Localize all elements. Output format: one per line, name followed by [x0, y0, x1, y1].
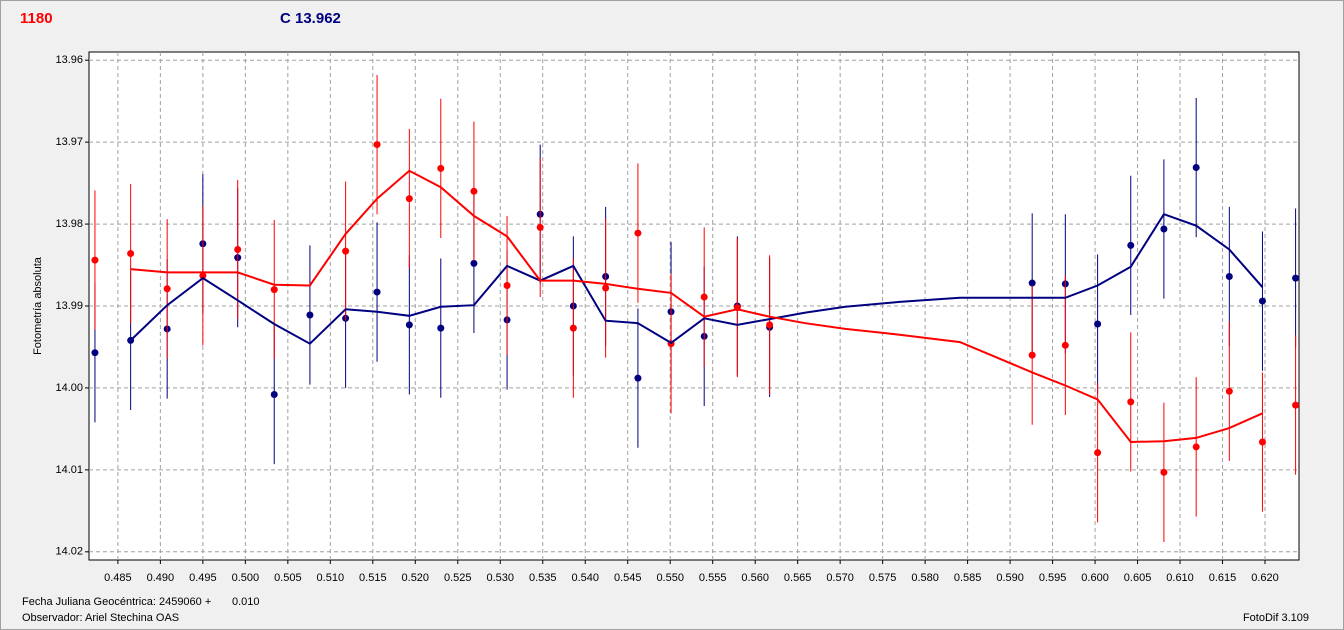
x-tick-label: 0.595 [1039, 572, 1067, 584]
trend-line [130, 169, 1263, 444]
data-point [437, 164, 445, 172]
y-tick-label: 13.96 [55, 54, 83, 66]
data-point [342, 247, 350, 255]
data-point [306, 311, 314, 319]
data-point [1028, 351, 1036, 359]
data-point [1192, 164, 1200, 172]
data-point [634, 229, 642, 237]
x-tick-label: 0.495 [189, 572, 217, 584]
x-tick-label: 0.550 [656, 572, 684, 584]
data-point [470, 187, 478, 195]
data-point [91, 256, 99, 264]
data-point [405, 321, 413, 329]
x-tick-label: 0.525 [444, 572, 472, 584]
data-point [503, 282, 511, 290]
x-tick-label: 0.580 [911, 572, 939, 584]
data-point [602, 284, 610, 292]
data-point [569, 324, 577, 332]
y-tick-label: 14.00 [55, 382, 83, 394]
data-point [270, 390, 278, 398]
data-point [163, 285, 171, 293]
y-tick-label: 13.98 [55, 218, 83, 230]
chart-subtitle: C 13.962 [280, 10, 341, 27]
data-point [1258, 438, 1266, 446]
y-axis-label: Fotometría absoluta [32, 256, 44, 355]
x-tick-label: 0.500 [232, 572, 260, 584]
data-point [536, 223, 544, 231]
data-point [634, 374, 642, 382]
x-tick-label: 0.585 [954, 572, 982, 584]
data-point [1127, 398, 1135, 406]
data-point [1028, 279, 1036, 287]
x-tick-label: 0.555 [699, 572, 727, 584]
data-point [437, 324, 445, 332]
data-point [234, 245, 242, 253]
x-tick-label: 0.600 [1081, 572, 1109, 584]
software-label: FotoDif 3.109 [1243, 612, 1309, 624]
x-tick-label: 0.510 [317, 572, 345, 584]
x-tick-label: 0.570 [826, 572, 854, 584]
x-tick-label: 0.490 [147, 572, 175, 584]
x-tick-label: 0.545 [614, 572, 642, 584]
data-point [1061, 341, 1069, 349]
data-point [1192, 443, 1200, 451]
y-tick-label: 14.02 [55, 546, 83, 558]
x-tick-label: 0.610 [1166, 572, 1194, 584]
x-tick-label: 0.535 [529, 572, 557, 584]
x-tick-label: 0.560 [741, 572, 769, 584]
data-point [1160, 468, 1168, 476]
data-point [1160, 225, 1168, 233]
x-tick-label: 0.505 [274, 572, 302, 584]
data-point [1225, 387, 1233, 395]
x-tick-label: 0.530 [486, 572, 514, 584]
data-point [199, 272, 207, 280]
x-axis-label: Fecha Juliana Geocéntrica: 2459060 + [22, 596, 211, 608]
data-point [1258, 297, 1266, 305]
data-point [1225, 273, 1233, 281]
data-point [405, 195, 413, 203]
x-tick-label: 0.485 [104, 572, 132, 584]
chart-title: 1180 [20, 10, 53, 27]
data-point [91, 349, 99, 357]
data-point [1094, 449, 1102, 457]
x-tick-label: 0.575 [869, 572, 897, 584]
data-point [1292, 274, 1300, 282]
y-tick-label: 14.01 [55, 464, 83, 476]
x-tick-label: 0.605 [1124, 572, 1152, 584]
x-tick-label: 0.515 [359, 572, 387, 584]
data-point [1292, 401, 1300, 409]
data-point [373, 141, 381, 149]
y-tick-label: 13.97 [55, 136, 83, 148]
observer-label: Observador: Ariel Stechina OAS [22, 612, 179, 624]
x-tick-label: 0.620 [1251, 572, 1279, 584]
y-tick-label: 13.99 [55, 300, 83, 312]
x-step-label: 0.010 [232, 596, 260, 608]
data-point [1094, 320, 1102, 328]
data-point [470, 259, 478, 267]
x-tick-label: 0.565 [784, 572, 812, 584]
data-point [270, 286, 278, 294]
data-point [1127, 241, 1135, 249]
x-tick-label: 0.615 [1209, 572, 1237, 584]
x-tick-label: 0.520 [402, 572, 430, 584]
data-point [766, 321, 774, 329]
data-point [373, 288, 381, 296]
x-tick-label: 0.590 [996, 572, 1024, 584]
x-tick-label: 0.540 [571, 572, 599, 584]
data-point [127, 250, 135, 258]
data-point [700, 293, 708, 301]
trend-line [129, 212, 1264, 345]
